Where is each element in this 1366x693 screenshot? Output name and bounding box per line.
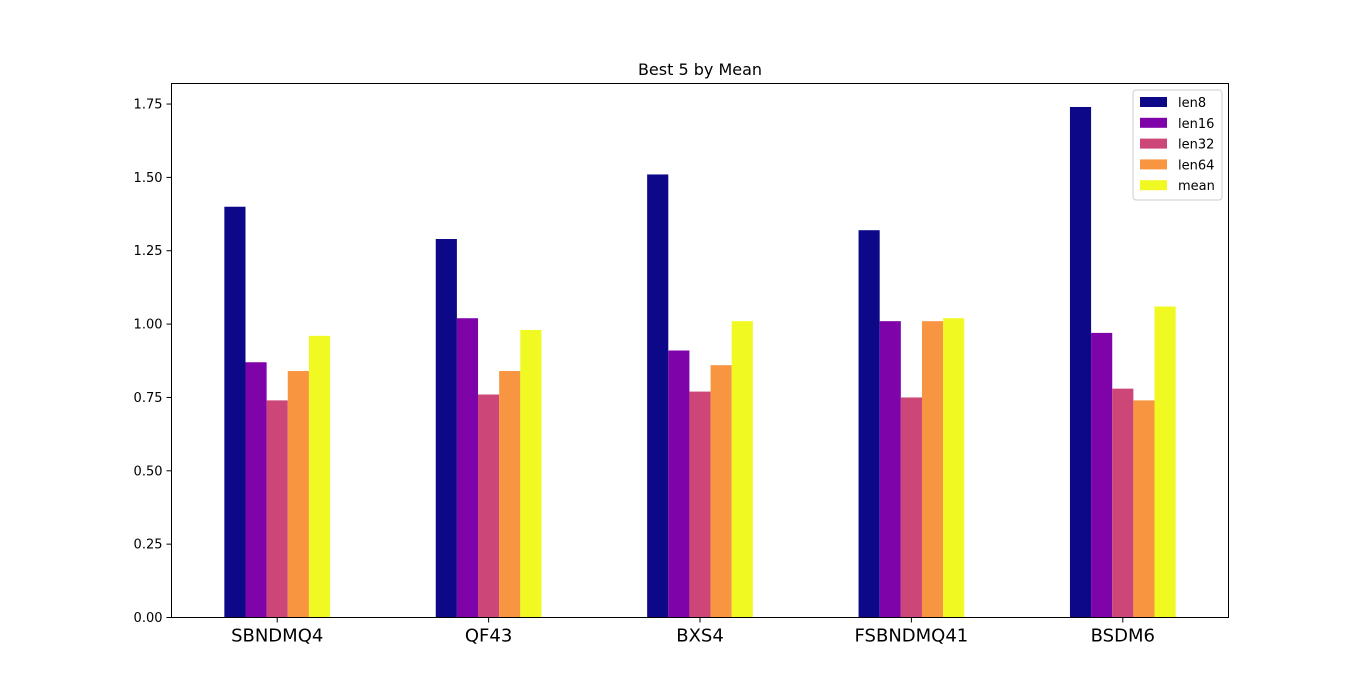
bar-len8-fsbndmq41 — [858, 230, 880, 618]
bar-len8-bsdm6 — [1069, 106, 1092, 618]
legend-swatch-len8 — [1140, 97, 1167, 107]
bar-mean-qf43 — [520, 329, 542, 618]
legend-label-len64: len64 — [1178, 158, 1214, 173]
bar-len32-fsbndmq41 — [900, 397, 922, 618]
plot-frame — [171, 83, 1229, 618]
bar-len32-bxs4 — [689, 391, 711, 618]
x-tick-label-bxs4: BXS4 — [676, 626, 724, 647]
bar-mean-sbndmq4 — [308, 335, 331, 618]
legend-label-len32: len32 — [1178, 138, 1214, 153]
bar-len16-fsbndmq41 — [879, 321, 901, 618]
x-tick-label-bsdm6: BSDM6 — [1091, 626, 1155, 647]
y-tick-label: 1.25 — [134, 244, 163, 259]
y-tick-label: 0.25 — [134, 538, 163, 553]
legend-label-len8: len8 — [1178, 96, 1206, 111]
y-axis: 0.00 0.25 0.50 0.75 1.00 1.25 1.50 1.75 — [134, 98, 172, 626]
bar-mean-fsbndmq41 — [943, 318, 965, 618]
bar-len64-bxs4 — [710, 365, 732, 618]
bar-len8-qf43 — [435, 239, 457, 618]
bar-len32-qf43 — [478, 394, 500, 618]
legend-box — [1132, 89, 1223, 201]
bar-len32-bsdm6 — [1112, 388, 1134, 618]
bar-len16-bsdm6 — [1091, 332, 1113, 618]
bar-len16-qf43 — [456, 318, 479, 618]
y-tick-label: 0.50 — [134, 464, 163, 479]
legend-swatch-len64 — [1140, 159, 1167, 170]
bar-len8-sbndmq4 — [224, 206, 246, 618]
bar-len16-bxs4 — [668, 350, 690, 618]
bar-len8-bxs4 — [647, 174, 669, 618]
bar-len16-sbndmq4 — [245, 362, 267, 618]
bar-len64-sbndmq4 — [287, 371, 309, 618]
legend-swatch-mean — [1140, 180, 1167, 191]
chart-title: Best 5 by Mean — [638, 60, 762, 79]
y-tick-label: 0.00 — [134, 611, 163, 626]
x-tick-label-qf43: QF43 — [465, 626, 512, 647]
x-axis: SBNDMQ4 QF43 BXS4 FSBNDMQ41 BSDM6 — [231, 617, 1155, 647]
bar-len64-bsdm6 — [1133, 400, 1155, 618]
y-tick-label: 1.00 — [134, 318, 163, 333]
y-tick-label: 1.75 — [134, 98, 163, 113]
legend-swatch-len16 — [1140, 117, 1167, 128]
bar-mean-bxs4 — [731, 321, 753, 618]
x-tick-label-fsbndmq41: FSBNDMQ41 — [855, 626, 969, 647]
bar-len64-qf43 — [499, 371, 521, 618]
legend: len8 len16 len32 len64 mean — [1132, 89, 1223, 201]
legend-swatch-len32 — [1140, 138, 1167, 149]
y-tick-label: 0.75 — [134, 391, 163, 406]
bar-len32-sbndmq4 — [266, 400, 288, 618]
bar-mean-bsdm6 — [1154, 306, 1176, 618]
legend-label-len16: len16 — [1178, 117, 1214, 132]
bars-group — [224, 106, 1176, 618]
bar-len64-fsbndmq41 — [921, 321, 944, 618]
y-tick-label: 1.50 — [134, 171, 163, 186]
x-tick-label-sbndmq4: SBNDMQ4 — [231, 626, 323, 647]
legend-label-mean: mean — [1178, 179, 1215, 194]
